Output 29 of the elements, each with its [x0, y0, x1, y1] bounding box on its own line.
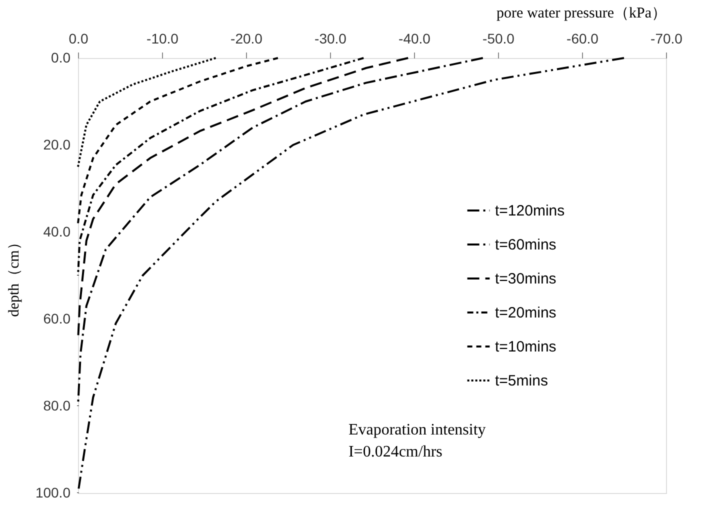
x-tick-label: -20.0 — [230, 30, 263, 46]
x-tick-label: -50.0 — [482, 30, 515, 46]
x-tick-label: 0.0 — [68, 30, 88, 46]
line-series — [77, 57, 217, 168]
x-tick-label: -10.0 — [146, 30, 179, 46]
x-tick-label: -70.0 — [650, 30, 683, 46]
legend-label: t=20mins — [495, 304, 556, 322]
legend-label: t=60mins — [495, 236, 556, 254]
annotation: Evaporation intensity — [348, 421, 486, 438]
x-tick-label: -40.0 — [398, 30, 431, 46]
line-series — [77, 57, 365, 276]
y-tick-label: 80.0 — [43, 398, 71, 414]
x-axis-title: pore water pressure（kPa） — [496, 6, 666, 22]
y-tick-label: 0.0 — [51, 50, 71, 66]
legend-label: t=120mins — [495, 202, 565, 220]
y-tick-label: 40.0 — [43, 224, 71, 240]
line-series — [77, 57, 625, 494]
legend-label: t=5mins — [495, 372, 548, 390]
legend-label: t=30mins — [495, 270, 556, 288]
y-tick-label: 20.0 — [43, 136, 71, 152]
x-tick-label: -60.0 — [566, 30, 599, 46]
annotation: I=0.024cm/hrs — [348, 443, 442, 460]
legend-label: t=10mins — [495, 338, 556, 356]
y-tick-label: 100.0 — [35, 484, 71, 500]
y-axis-title: depth（cm） — [6, 235, 22, 317]
x-tick-label: -30.0 — [314, 30, 347, 46]
y-tick-label: 60.0 — [43, 310, 71, 326]
line-series — [77, 57, 484, 407]
line-series — [77, 57, 279, 224]
